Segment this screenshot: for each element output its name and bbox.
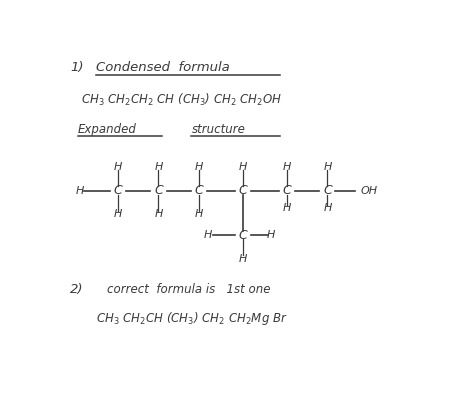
Text: H: H — [114, 209, 122, 220]
Text: H: H — [195, 162, 203, 172]
Text: Expanded: Expanded — [78, 123, 137, 136]
Text: 1): 1) — [70, 61, 84, 74]
Text: H: H — [204, 230, 212, 240]
Text: structure: structure — [191, 123, 246, 136]
Text: Condensed  formula: Condensed formula — [96, 61, 230, 74]
Text: OH: OH — [360, 186, 378, 196]
Text: H: H — [154, 162, 163, 172]
Text: C: C — [238, 184, 247, 197]
Text: H: H — [239, 162, 247, 172]
Text: H: H — [323, 204, 332, 213]
Text: H: H — [75, 186, 83, 196]
Text: CH$_3$ CH$_2$CH$_2$ CH (CH$_3$) CH$_2$ CH$_2$OH: CH$_3$ CH$_2$CH$_2$ CH (CH$_3$) CH$_2$ C… — [82, 92, 283, 108]
Text: C: C — [323, 184, 332, 197]
Text: CH$_3$ CH$_2$CH (CH$_3$) CH$_2$ CH$_2$Mg Br: CH$_3$ CH$_2$CH (CH$_3$) CH$_2$ CH$_2$Mg… — [96, 310, 288, 327]
Text: correct  formula is   1st one: correct formula is 1st one — [107, 283, 271, 296]
Text: H: H — [283, 162, 291, 172]
Text: H: H — [323, 162, 332, 172]
Text: H: H — [267, 230, 275, 240]
Text: H: H — [114, 162, 122, 172]
Text: C: C — [283, 184, 292, 197]
Text: H: H — [154, 209, 163, 220]
Text: C: C — [114, 184, 122, 197]
Text: C: C — [238, 229, 247, 241]
Text: H: H — [239, 254, 247, 264]
Text: H: H — [195, 209, 203, 220]
Text: C: C — [154, 184, 163, 197]
Text: H: H — [283, 204, 291, 213]
Text: 2): 2) — [70, 283, 84, 296]
Text: C: C — [194, 184, 203, 197]
